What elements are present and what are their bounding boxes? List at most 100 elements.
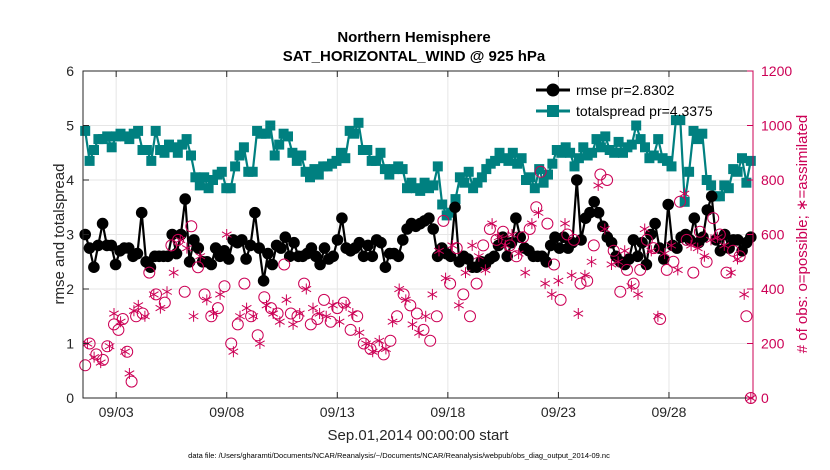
totalspread-point <box>335 147 346 158</box>
obs-assimilated-point <box>473 250 484 262</box>
totalspread-point <box>194 180 205 191</box>
obs-possible-point <box>567 233 580 246</box>
obs-possible-point <box>143 266 156 279</box>
right-y-tick-label: 0 <box>761 390 769 406</box>
totalspread-point <box>283 131 293 142</box>
obs-assimilated-point <box>633 288 644 300</box>
totalspread-point <box>706 180 717 191</box>
obs-assimilated-point <box>215 288 226 300</box>
obs-possible-point <box>510 250 523 263</box>
obs-assimilated-point <box>380 343 391 355</box>
totalspread-point <box>80 125 91 136</box>
totalspread-point <box>481 164 492 175</box>
totalspread-point <box>349 128 360 139</box>
totalspread-point <box>181 134 192 145</box>
obs-assimilated-point <box>148 288 159 300</box>
left-y-tick-label: 0 <box>66 390 74 406</box>
rmse-point <box>131 247 144 260</box>
totalspread-point <box>265 120 276 131</box>
totalspread-point <box>609 147 620 158</box>
obs-assimilated-point <box>500 239 511 251</box>
obs-assimilated-point <box>301 283 312 295</box>
rmse-point <box>732 234 744 246</box>
obs-assimilated-point <box>699 250 710 262</box>
totalspread-point <box>102 131 113 142</box>
totalspread-point <box>269 150 280 161</box>
rmse-point <box>488 250 500 263</box>
totalspread-point <box>146 155 157 166</box>
totalspread-point <box>662 155 672 166</box>
obs-assimilated-point <box>626 280 637 292</box>
totalspread-point <box>512 158 523 169</box>
obs-assimilated-point <box>248 310 259 322</box>
obs-assimilated-point <box>520 267 531 279</box>
obs-possible-point <box>437 214 450 227</box>
obs-assimilated-point <box>294 308 305 319</box>
obs-assimilated-point <box>619 245 630 257</box>
totalspread-point <box>613 136 624 147</box>
obs-assimilated-point <box>480 264 491 276</box>
obs-assimilated-point <box>162 286 173 298</box>
obs-possible-point <box>627 277 640 290</box>
totalspread-point <box>516 153 527 164</box>
obs-possible-point <box>311 313 324 325</box>
rmse-point <box>397 234 409 246</box>
obs-possible-point <box>318 293 330 306</box>
totalspread-point <box>203 183 214 194</box>
obs-assimilated-point <box>546 288 557 300</box>
rmse-point <box>627 234 640 246</box>
obs-possible-point <box>278 258 291 271</box>
chart-title: Northern Hemisphere <box>337 29 490 46</box>
rmse-point <box>392 250 405 263</box>
totalspread-point <box>234 150 245 161</box>
obs-assimilated-point <box>692 242 703 254</box>
obs-possible-point <box>541 217 554 230</box>
obs-possible-point <box>523 223 536 235</box>
rmse-point <box>236 234 248 246</box>
obs-possible-point <box>477 239 490 252</box>
totalspread-point <box>371 155 382 166</box>
legend-spread-label: totalspread pr=4.3375 <box>576 103 713 119</box>
rmse-point <box>170 247 183 260</box>
obs-possible-point <box>116 313 129 325</box>
totalspread-point <box>476 172 487 183</box>
rmse-point <box>362 239 374 252</box>
obs-assimilated-point <box>400 294 411 306</box>
totalspread-point <box>190 172 201 183</box>
obs-possible-point <box>548 258 560 271</box>
obs-assimilated-point <box>433 245 445 257</box>
totalspread-point <box>419 177 430 188</box>
obs-possible-point <box>238 277 251 290</box>
totalspread-point <box>494 147 505 158</box>
totalspread-point <box>565 147 576 158</box>
obs-assimilated-point <box>89 351 100 363</box>
rmse-point <box>705 190 718 203</box>
obs-possible-point <box>344 323 357 336</box>
obs-assimilated-point <box>407 318 418 330</box>
left-y-axis-ticks: 0 1 2 3 4 5 6 <box>66 63 89 406</box>
obs-assimilated-point <box>228 346 239 358</box>
rmse-point <box>92 239 104 252</box>
obs-assimilated-point <box>188 310 199 322</box>
obs-possible-point <box>121 345 134 358</box>
totalspread-point <box>745 155 756 166</box>
left-y-tick-label: 2 <box>66 281 74 297</box>
rmse-point <box>240 253 252 265</box>
rmse-point <box>109 258 122 271</box>
totalspread-point <box>595 142 606 153</box>
rmse-point <box>631 250 644 263</box>
totalspread-point <box>543 169 553 180</box>
rmse-point <box>592 206 605 219</box>
obs-assimilated-point <box>453 299 464 311</box>
obs-possible-point <box>96 353 109 366</box>
obs-assimilated-point <box>606 259 617 270</box>
rmse-point <box>205 258 218 271</box>
data-file-footnote: data file: /Users/gharamti/Documents/NCA… <box>188 451 610 460</box>
totalspread-point <box>684 166 695 177</box>
obs-assimilated-point <box>712 231 723 243</box>
obs-possible-point <box>364 342 377 355</box>
totalspread-point <box>569 161 580 172</box>
totalspread-point <box>402 183 412 194</box>
obs-assimilated-point <box>155 302 166 314</box>
totalspread-point <box>737 153 747 164</box>
